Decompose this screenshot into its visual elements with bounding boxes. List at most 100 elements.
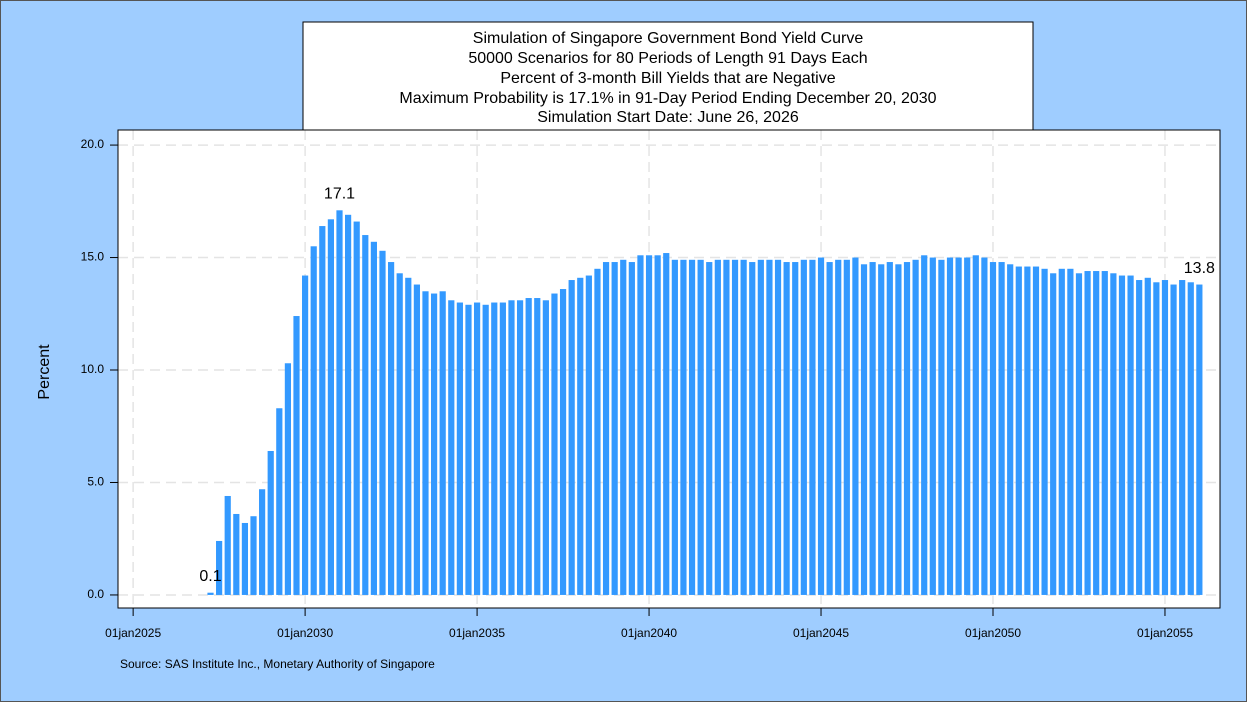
bar (1179, 280, 1186, 595)
bar (216, 540, 223, 595)
bar (620, 259, 627, 595)
x-tick-label: 01jan2045 (793, 626, 849, 640)
bar (1084, 271, 1091, 595)
bar (267, 450, 274, 595)
bar (766, 259, 773, 595)
bar (542, 300, 549, 595)
bar (1101, 271, 1108, 595)
bar (929, 257, 936, 595)
bar (413, 284, 420, 595)
bar (921, 255, 928, 595)
bar (319, 226, 326, 595)
bar (774, 259, 782, 595)
bar (534, 298, 541, 595)
bar (345, 214, 352, 595)
bar (628, 262, 635, 595)
bar (946, 257, 954, 595)
y-tick-label: 10.0 (81, 362, 105, 376)
bar (1153, 282, 1160, 595)
bar (422, 291, 429, 595)
bar (1110, 273, 1117, 595)
bar (585, 275, 592, 595)
title-box (302, 21, 1034, 131)
bar (1161, 280, 1169, 595)
bar (259, 489, 266, 595)
bar (465, 304, 472, 595)
bar (336, 210, 343, 595)
bar (293, 316, 300, 595)
y-tick-label: 0.0 (87, 587, 104, 601)
chart-title: 50000 Scenarios for 80 Periods of Length… (468, 50, 867, 67)
bar (1118, 275, 1126, 595)
bar (551, 293, 558, 595)
bar (886, 262, 893, 595)
bar (1007, 264, 1014, 595)
bar (998, 262, 1005, 595)
bar (577, 277, 584, 595)
bar (559, 289, 567, 595)
bar (817, 257, 825, 595)
x-tick-label: 01jan2040 (621, 626, 677, 640)
bar (981, 257, 988, 595)
bars (207, 210, 1203, 595)
bar (706, 262, 713, 595)
bar (938, 259, 945, 595)
bar (241, 522, 249, 595)
bar (362, 235, 369, 595)
bar (482, 304, 489, 595)
bar (972, 255, 979, 595)
chart-title: Simulation of Singapore Government Bond … (473, 30, 864, 47)
bar (783, 262, 790, 595)
bar (327, 219, 334, 595)
bar (276, 408, 283, 595)
bar (903, 262, 911, 595)
bar (800, 259, 807, 595)
bar (637, 255, 644, 595)
value-label: 0.1 (199, 568, 221, 585)
x-tick-label: 01jan2050 (965, 626, 1021, 640)
bar (654, 255, 661, 595)
bar (1093, 271, 1100, 595)
bar (224, 495, 231, 595)
bar (456, 302, 463, 595)
x-tick-label: 01jan2055 (1137, 626, 1193, 640)
bar (1058, 268, 1065, 595)
bar (396, 273, 403, 595)
bar (955, 257, 962, 595)
bar (878, 264, 885, 595)
y-tick-label: 20.0 (81, 137, 105, 151)
bar (516, 300, 524, 595)
x-tick-label: 01jan2035 (449, 626, 505, 640)
bar (860, 264, 868, 595)
value-label: 17.1 (324, 186, 355, 203)
bar (826, 262, 833, 595)
bar (680, 259, 687, 595)
bar (284, 363, 292, 595)
bar (671, 259, 678, 595)
bar (473, 302, 481, 595)
y-tick-label: 15.0 (81, 250, 105, 264)
bar (852, 257, 859, 595)
chart-title: Maximum Probability is 17.1% in 91-Day P… (399, 90, 936, 107)
bar (895, 264, 902, 595)
bar (1067, 268, 1074, 595)
bar (835, 259, 842, 595)
bar (370, 241, 377, 595)
bar (1015, 266, 1022, 595)
y-axis-label: Percent (36, 344, 53, 400)
bar (448, 300, 455, 595)
bar (1050, 273, 1057, 595)
bar (405, 277, 412, 595)
bar (491, 302, 498, 595)
bar (379, 250, 386, 595)
chart-title: Percent of 3-month Bill Yields that are … (500, 70, 835, 87)
bar (749, 262, 756, 595)
bar (1127, 275, 1134, 595)
bar (439, 291, 446, 595)
bar (1032, 266, 1040, 595)
bar (1075, 273, 1083, 595)
bar (912, 259, 919, 595)
bar (663, 253, 670, 595)
bar (250, 516, 257, 595)
